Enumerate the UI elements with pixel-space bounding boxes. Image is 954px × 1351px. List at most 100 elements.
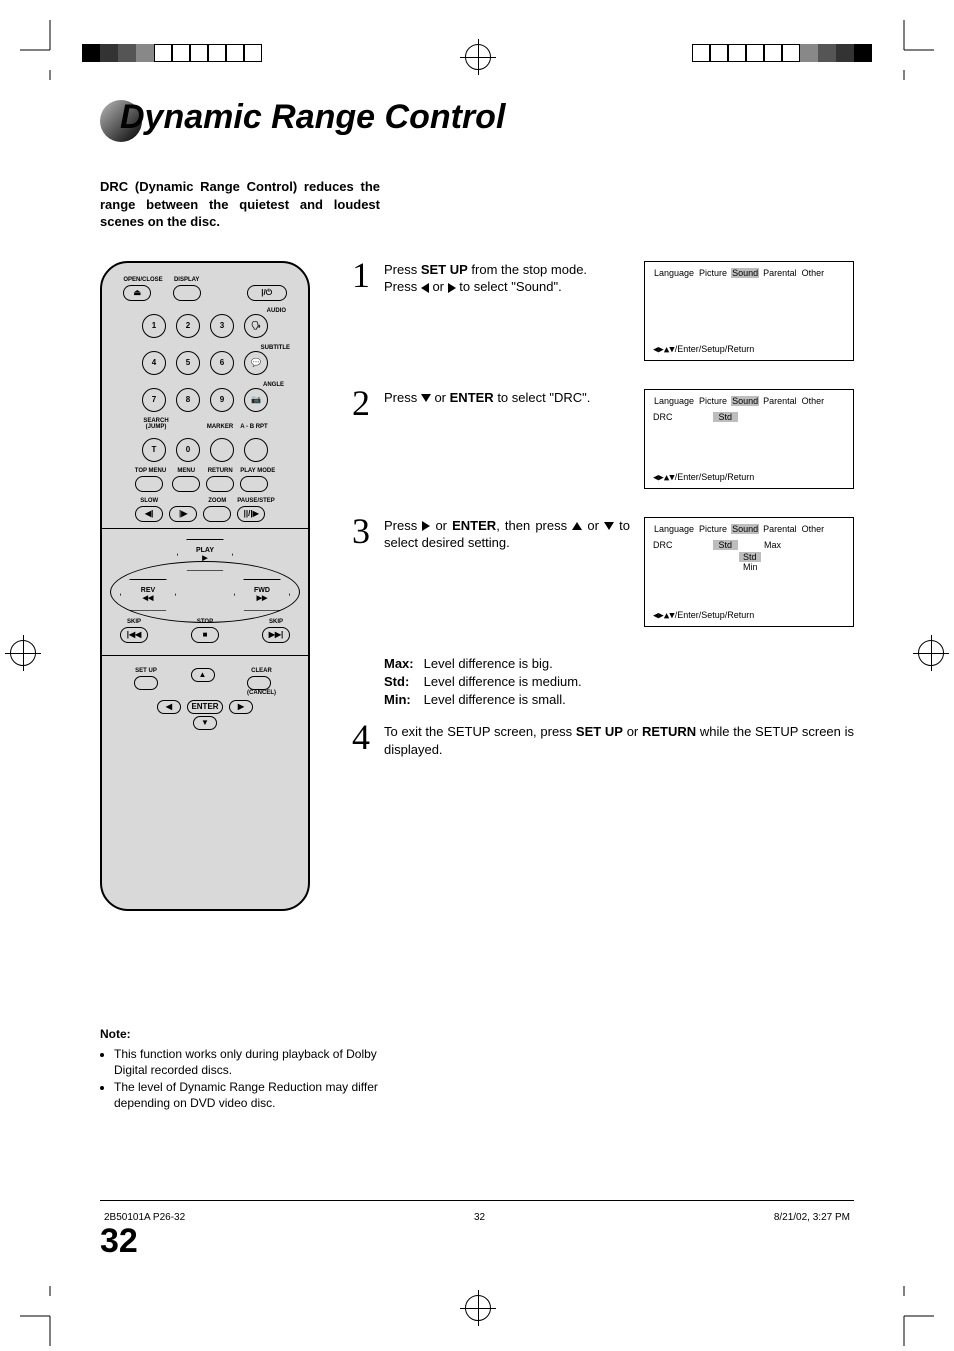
osd-opt-std: Std <box>739 552 761 562</box>
step-1-text: Press SET UP from the stop mode. Press o… <box>384 261 630 296</box>
osd-screen-2: LanguagePictureSoundParentalOther DRCStd… <box>644 389 854 489</box>
btn-4: 4 <box>142 351 166 375</box>
reg-block-top-right <box>692 44 872 62</box>
footer-rule <box>100 1200 854 1201</box>
crop-mark-tl <box>20 20 60 80</box>
btn-display <box>173 285 201 301</box>
title-row: Dynamic Range Control <box>100 100 854 148</box>
osd-drc-label: DRC <box>653 412 673 422</box>
label-setup: SET UP <box>134 668 158 674</box>
step-2: 2 Press or ENTER to select "DRC". Langua… <box>350 389 854 489</box>
btn-setup <box>134 676 158 690</box>
label-abrpt: A - B RPT <box>239 424 269 430</box>
crop-mark-br <box>894 1286 934 1346</box>
reg-block-top-left <box>82 44 262 62</box>
btn-9: 9 <box>210 388 234 412</box>
step-3-text: Press or ENTER, then press or to select … <box>384 517 630 552</box>
btn-rev: REV◀◀ <box>120 579 176 611</box>
btn-open-close: ⏏ <box>123 285 151 301</box>
btn-marker <box>210 438 234 462</box>
btn-power: |/⏻ <box>247 285 287 301</box>
btn-7: 7 <box>142 388 166 412</box>
btn-slow-rev: ◀| <box>135 506 163 522</box>
btn-audio: 🗣 <box>244 314 268 338</box>
down-arrow-icon <box>421 394 431 402</box>
label-stop: STOP <box>191 619 219 625</box>
step-1: 1 Press SET UP from the stop mode. Press… <box>350 261 854 361</box>
up-arrow-icon <box>572 522 582 530</box>
btn-cursor-left: ◀ <box>157 700 181 714</box>
label-open-close: OPEN/CLOSE <box>123 277 162 283</box>
btn-fwd: FWD▶▶ <box>234 579 290 611</box>
note-block: Note: This function works only during pl… <box>100 1026 400 1111</box>
step-4: 4 To exit the SETUP screen, press SET UP… <box>350 723 854 758</box>
btn-abrpt <box>244 438 268 462</box>
reg-mark-bottom-center <box>465 1295 491 1321</box>
content-area: Dynamic Range Control DRC (Dynamic Range… <box>100 100 854 1281</box>
label-skip-l: SKIP <box>120 619 148 625</box>
btn-subtitle: 💬 <box>244 351 268 375</box>
left-arrow-icon <box>421 283 429 293</box>
step-number: 3 <box>350 517 372 546</box>
label-angle: ANGLE <box>263 382 284 388</box>
btn-playmode <box>240 476 268 492</box>
btn-play: PLAY▶ <box>177 539 233 571</box>
label-display: DISPLAY <box>173 277 201 283</box>
remote-control-diagram: OPEN/CLOSE ⏏ DISPLAY |/⏻ AUDIO 1 2 3 🗣 SU… <box>100 261 310 911</box>
step-2-text: Press or ENTER to select "DRC". <box>384 389 630 407</box>
btn-8: 8 <box>176 388 200 412</box>
crop-mark-bl <box>20 1286 60 1346</box>
label-subtitle: SUBTITLE <box>261 345 290 351</box>
label-cancel: (CANCEL) <box>247 690 276 696</box>
osd-screen-1: LanguagePictureSoundParentalOther ◀▶▲▼/E… <box>644 261 854 361</box>
btn-3: 3 <box>210 314 234 338</box>
btn-cursor-down: ▼ <box>193 716 217 730</box>
reg-mark-top-center <box>465 44 491 70</box>
btn-skip-next: ▶▶| <box>262 627 290 643</box>
btn-5: 5 <box>176 351 200 375</box>
label-clear: CLEAR <box>247 668 276 674</box>
label-playmode: PLAY MODE <box>240 468 275 474</box>
note-heading: Note: <box>100 1026 400 1042</box>
steps-column: 1 Press SET UP from the stop mode. Press… <box>350 261 854 787</box>
label-search: SEARCH (JUMP) <box>141 418 171 430</box>
btn-t: T <box>142 438 166 462</box>
btn-stop: ■ <box>191 627 219 643</box>
crop-mark-tr <box>894 20 934 80</box>
btn-pausestep: ||/|▶ <box>237 506 265 522</box>
btn-cursor-up: ▲ <box>191 668 215 682</box>
btn-menu <box>172 476 200 492</box>
osd-tabs: LanguagePictureSoundParentalOther <box>653 268 845 278</box>
osd-screen-3: LanguagePictureSoundParentalOther DRCStd… <box>644 517 854 627</box>
step-number: 4 <box>350 723 372 752</box>
btn-skip-prev: |◀◀ <box>120 627 148 643</box>
page-title: Dynamic Range Control <box>120 98 505 137</box>
osd-drc-value: Std <box>713 412 739 422</box>
btn-enter: ENTER <box>187 700 223 714</box>
step-3: 3 Press or ENTER, then press or to selec… <box>350 517 854 627</box>
step-number: 1 <box>350 261 372 290</box>
label-skip-r: SKIP <box>262 619 290 625</box>
right-arrow-icon <box>448 283 456 293</box>
btn-clear <box>247 676 271 690</box>
btn-cursor-right: ▶ <box>229 700 253 714</box>
btn-6: 6 <box>210 351 234 375</box>
manual-page: Dynamic Range Control DRC (Dynamic Range… <box>0 0 954 1351</box>
label-audio: AUDIO <box>267 308 286 314</box>
setting-definitions: Max: Level difference is big. Std: Level… <box>384 655 854 710</box>
play-area: PLAY▶ REV◀◀ FWD▶▶ SKIP |◀◀ STOP ■ SKIP ▶▶| <box>102 528 308 656</box>
label-zoom: ZOOM <box>203 498 231 504</box>
footer-text: 2B50101A P26-32 32 8/21/02, 3:27 PM <box>100 1212 854 1223</box>
btn-zoom <box>203 506 231 522</box>
osd-opt-max: Max <box>764 540 781 550</box>
btn-1: 1 <box>142 314 166 338</box>
osd-opt-min: Min <box>743 562 758 572</box>
btn-return <box>206 476 234 492</box>
btn-angle: 📷 <box>244 388 268 412</box>
reg-mark-left <box>10 640 36 666</box>
step-number: 2 <box>350 389 372 418</box>
label-return: RETURN <box>206 468 234 474</box>
intro-text: DRC (Dynamic Range Control) reduces the … <box>100 178 380 231</box>
step-4-text: To exit the SETUP screen, press SET UP o… <box>384 723 854 758</box>
btn-2: 2 <box>176 314 200 338</box>
